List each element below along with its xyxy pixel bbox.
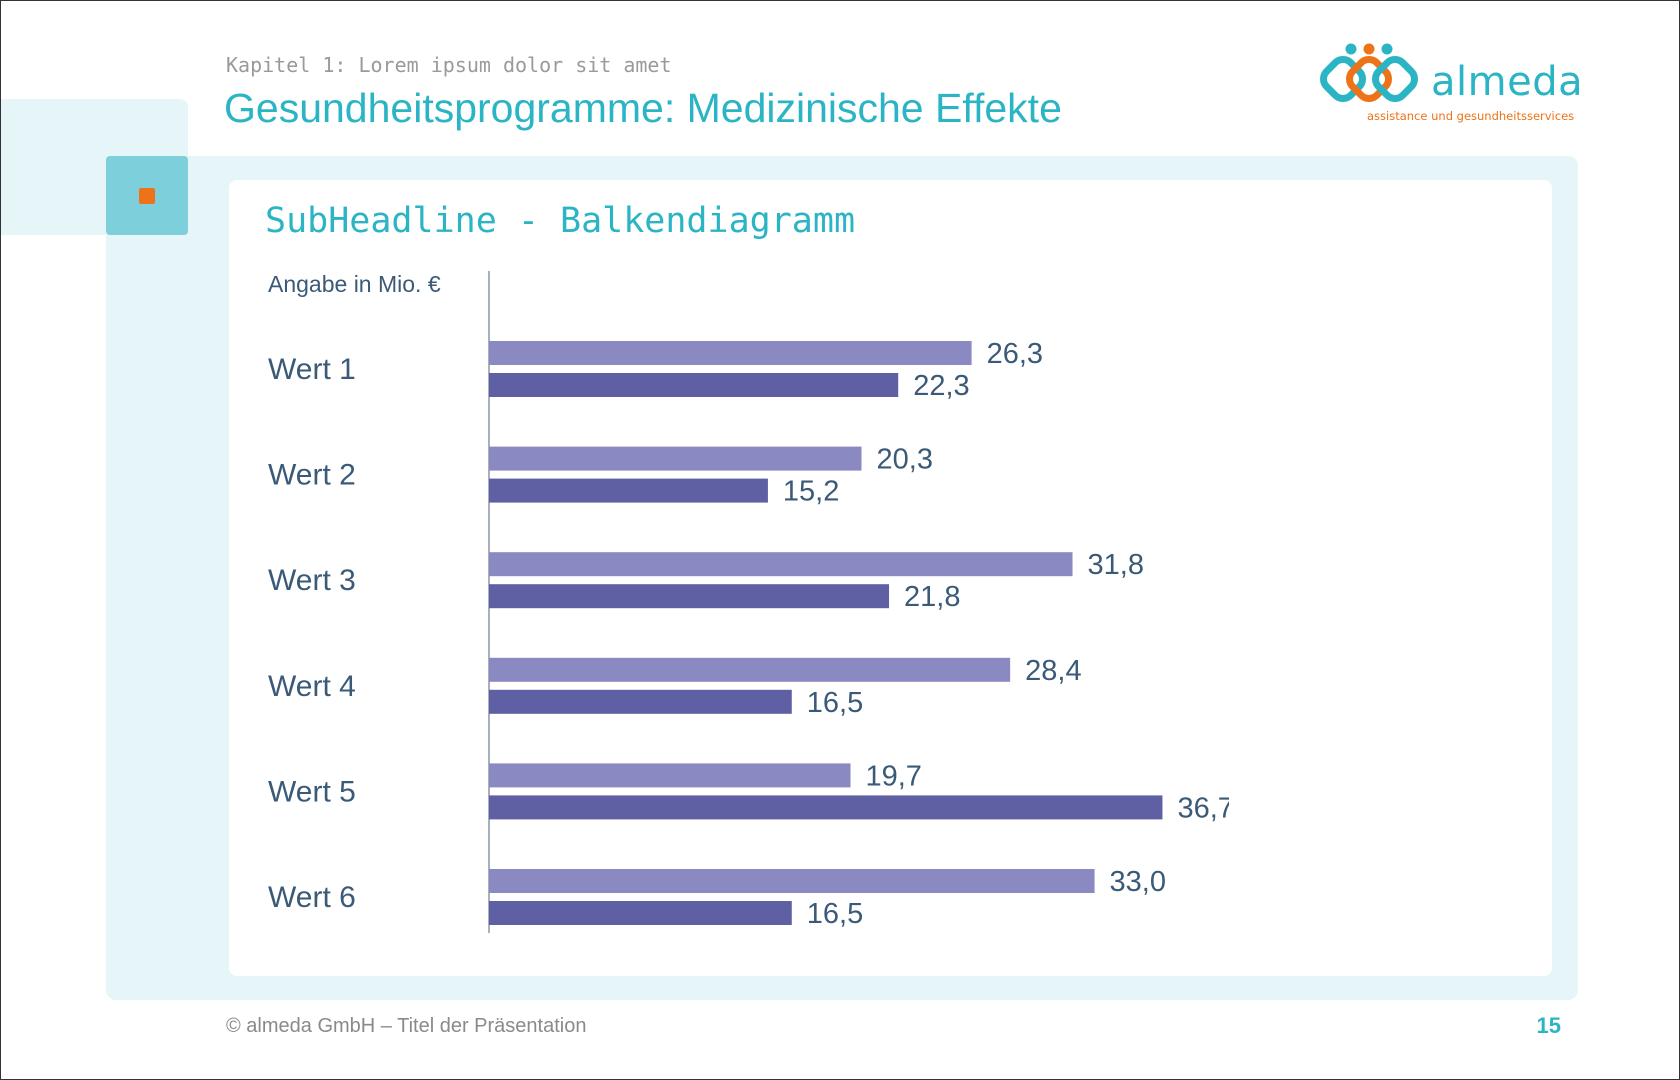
bar-chart: Angabe in Mio. € Wert 1 26,3 22,3 Wert 2 20,3…	[268, 271, 1229, 933]
data-label: 31,8	[1088, 549, 1144, 581]
bullet-square-icon	[139, 188, 155, 204]
bar-series-1	[489, 341, 972, 365]
chart-card	[229, 180, 1552, 976]
bar-series-1	[489, 869, 1095, 893]
bar-series-2	[489, 584, 890, 609]
category-label: Wert 2	[268, 459, 356, 492]
data-label: 19,7	[865, 760, 921, 792]
chapter-label: Kapitel 1: Lorem ipsum dolor sit amet	[226, 53, 672, 77]
footer-copyright: © almeda GmbH – Titel der Präsentation	[226, 1015, 587, 1037]
bar-series-1	[489, 763, 851, 788]
category-label: Wert 5	[268, 775, 356, 808]
bar-series-2	[489, 795, 1163, 820]
category-label: Wert 6	[268, 881, 356, 914]
data-label: 26,3	[987, 338, 1043, 370]
data-label: 33,0	[1110, 866, 1166, 898]
almeda-people-logo-icon	[1320, 43, 1418, 102]
category-label: Wert 1	[268, 353, 356, 386]
section-tab	[106, 156, 188, 235]
bar-series-2	[489, 689, 792, 714]
logo-wordmark: almeda	[1431, 59, 1584, 105]
data-label: 15,2	[783, 476, 839, 508]
unit-label: Angabe in Mio. €	[268, 271, 441, 297]
page-title: Gesundheitsprogramme: Medizinische Effek…	[224, 85, 1062, 131]
bar-series-2	[489, 373, 899, 397]
data-label: 20,3	[877, 444, 933, 476]
bar-series-1	[489, 446, 862, 471]
bar-series-2	[489, 901, 792, 925]
data-label: 16,5	[807, 898, 863, 930]
bar-series-1	[489, 552, 1073, 577]
data-label: 21,8	[904, 581, 960, 613]
data-label: 22,3	[913, 370, 969, 402]
data-label: 28,4	[1025, 655, 1081, 687]
category-label: Wert 4	[268, 670, 356, 703]
almeda-logo: almeda assistance und gesundheitsservice…	[1319, 41, 1583, 131]
category-label: Wert 3	[268, 564, 356, 597]
logo-tagline: assistance und gesundheitsservices	[1367, 109, 1575, 123]
bar-series-1	[489, 657, 1011, 682]
data-label: 16,5	[807, 687, 863, 719]
subheadline: SubHeadline - Balkendiagramm	[265, 201, 856, 241]
data-label: 36,7	[1177, 792, 1229, 824]
bar-series-2	[489, 478, 768, 503]
page-number: 15	[1536, 1013, 1561, 1038]
